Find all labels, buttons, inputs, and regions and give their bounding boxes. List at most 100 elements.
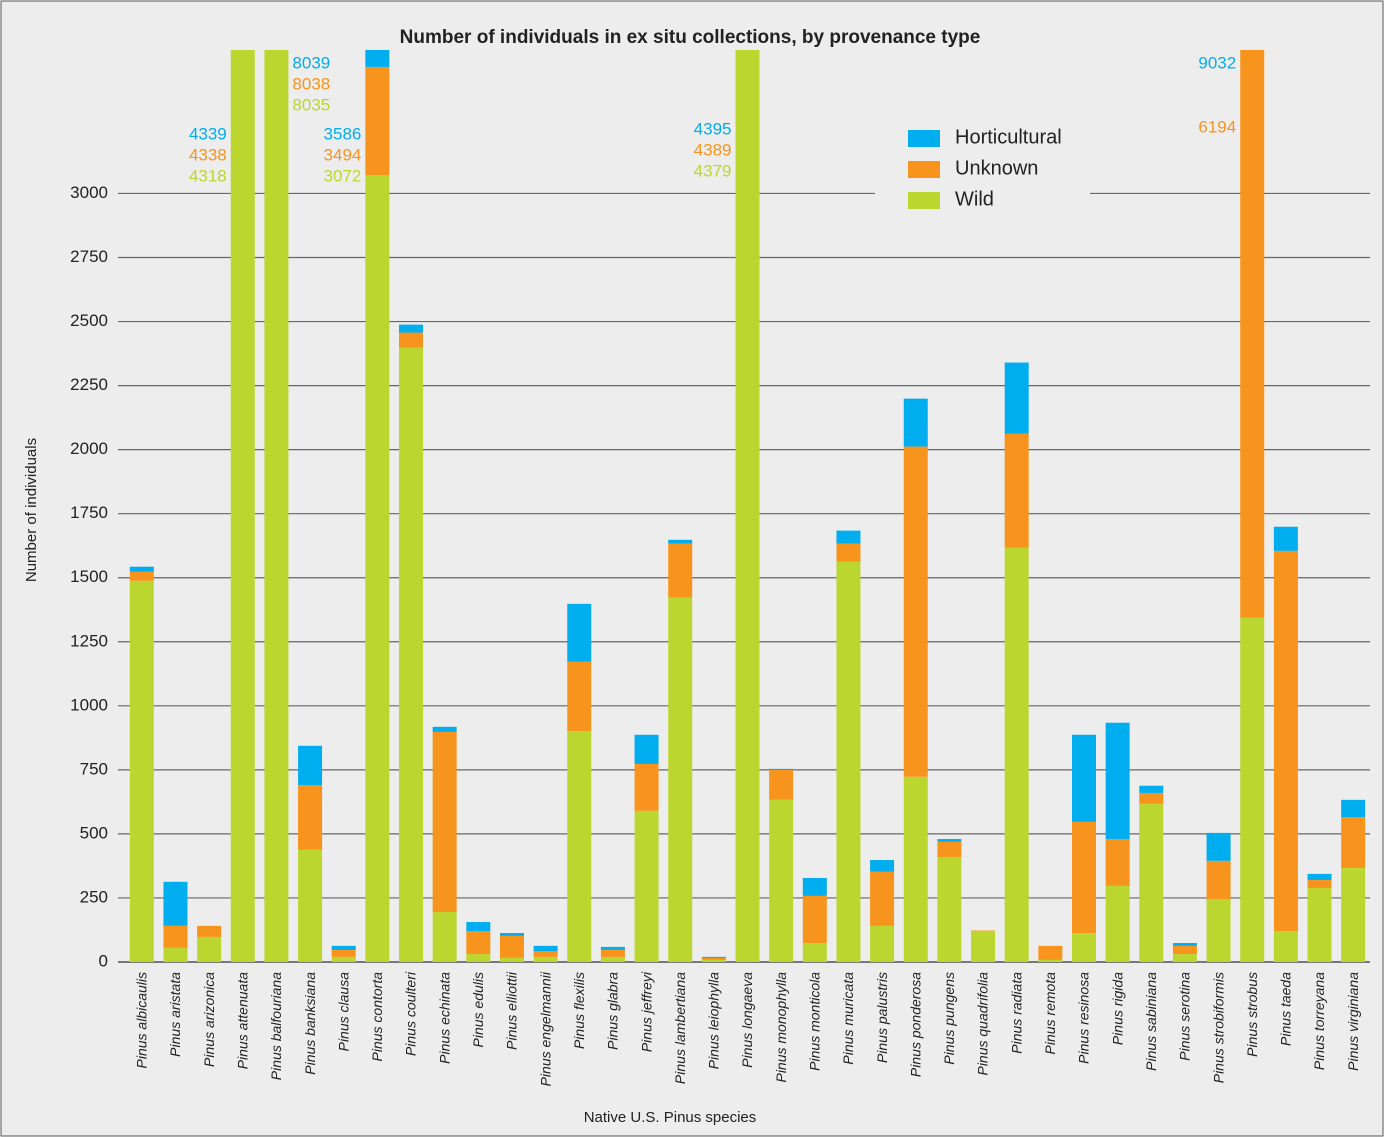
- annotation: 4395: [694, 119, 732, 138]
- bar-segment: [1004, 362, 1029, 434]
- bar-segment: [1071, 734, 1096, 822]
- x-tick-label: Pinus edulis: [470, 972, 486, 1048]
- y-tick-label: 0: [99, 951, 108, 970]
- x-tick-label: Pinus radiata: [1008, 972, 1024, 1054]
- bar-segment: [163, 881, 188, 926]
- y-tick-label: 1500: [70, 567, 108, 586]
- bar-segment: [399, 332, 424, 348]
- legend-label: Unknown: [955, 157, 1038, 179]
- bar-segment: [1105, 839, 1130, 886]
- bar-segment: [769, 768, 794, 770]
- bar-segment: [1341, 799, 1366, 818]
- bar-segment: [1139, 792, 1164, 804]
- annotation: 4338: [189, 145, 227, 164]
- annotation: 3072: [324, 166, 362, 185]
- annotation: 6194: [1198, 117, 1236, 136]
- x-tick-label: Pinus taeda: [1278, 972, 1294, 1046]
- bar-segment: [197, 936, 222, 962]
- bar-segment: [432, 912, 457, 962]
- bar-segment: [129, 571, 154, 581]
- x-tick-label: Pinus engelmannii: [537, 971, 553, 1086]
- bar-segment: [735, 50, 760, 962]
- bar-segment: [1004, 433, 1029, 548]
- bar-segment: [466, 931, 491, 955]
- bar-segment: [331, 945, 356, 950]
- bar-segment: [1172, 954, 1197, 962]
- bar-segment: [331, 949, 356, 957]
- bar-segment: [499, 957, 524, 962]
- bar-segment: [399, 347, 424, 962]
- bar-segment: [567, 661, 592, 731]
- x-tick-label: Pinus muricata: [840, 972, 856, 1065]
- bar-segment: [701, 959, 726, 962]
- bar-segment: [1240, 617, 1265, 962]
- bar-segment: [533, 956, 558, 962]
- bar-segment: [937, 839, 962, 842]
- x-tick-label: Pinus remota: [1042, 972, 1058, 1055]
- bar-segment: [971, 930, 996, 932]
- bar-segment: [870, 860, 895, 872]
- annotation: 4389: [694, 140, 732, 159]
- bar-segment: [1341, 817, 1366, 868]
- bar-segment: [1273, 931, 1298, 962]
- annotation: 8039: [292, 53, 330, 72]
- bar-segment: [432, 726, 457, 732]
- bar-segment: [836, 543, 861, 562]
- bar-segment: [365, 66, 390, 176]
- bar-segment: [163, 925, 188, 948]
- x-tick-label: Pinus palustris: [874, 972, 890, 1063]
- y-tick-label: 2000: [70, 439, 108, 458]
- bar-segment: [903, 398, 928, 447]
- x-tick-label: Pinus longaeva: [739, 972, 755, 1068]
- x-tick-label: Pinus torreyana: [1311, 972, 1327, 1070]
- bar-segment: [298, 784, 323, 850]
- x-tick-label: Pinus lambertiana: [672, 972, 688, 1084]
- bar-segment: [1071, 933, 1096, 962]
- bar-segment: [701, 956, 726, 958]
- bar-segment: [197, 925, 222, 937]
- y-tick-label: 1250: [70, 631, 108, 650]
- x-tick-label: Pinus jeffreyi: [638, 971, 654, 1052]
- bar-segment: [1105, 722, 1130, 840]
- bar-segment: [1307, 873, 1332, 881]
- x-tick-label: Pinus strobiformis: [1210, 972, 1226, 1083]
- bar-segment: [1240, 50, 1265, 618]
- bar-segment: [1038, 945, 1063, 960]
- bar-segment: [937, 841, 962, 857]
- bar-segment: [1273, 550, 1298, 932]
- bar-segment: [701, 957, 726, 960]
- bar-segment: [1172, 945, 1197, 955]
- legend-label: Wild: [955, 188, 994, 210]
- bar-segment: [870, 925, 895, 962]
- x-tick-label: Pinus banksiana: [302, 972, 318, 1075]
- x-tick-label: Pinus attenuata: [234, 972, 250, 1070]
- bar-segment: [129, 566, 154, 572]
- bar-segment: [230, 50, 255, 962]
- chart-title: Number of individuals in ex situ collect…: [400, 27, 981, 48]
- bar-segment: [668, 543, 693, 598]
- bar-segment: [1307, 880, 1332, 888]
- bar-segment: [1105, 885, 1130, 962]
- bar-segment: [836, 530, 861, 544]
- x-tick-label: Pinus flexilis: [571, 972, 587, 1049]
- x-tick-label: Pinus rigida: [1109, 972, 1125, 1045]
- x-tick-label: Pinus resinosa: [1076, 972, 1092, 1064]
- legend-label: Horticultural: [955, 126, 1062, 148]
- annotation: 9032: [1198, 53, 1236, 72]
- bar-segment: [567, 603, 592, 662]
- x-tick-label: Pinus monophylla: [773, 972, 789, 1083]
- annotation: 3494: [324, 145, 362, 164]
- bar-segment: [533, 945, 558, 951]
- y-tick-label: 750: [80, 759, 108, 778]
- annotation: 4339: [189, 124, 227, 143]
- bar-segment: [298, 745, 323, 785]
- y-axis-label: Number of individuals: [23, 438, 40, 582]
- bar-segment: [769, 769, 794, 800]
- x-tick-label: Pinus ponderosa: [907, 972, 923, 1077]
- bar-segment: [129, 580, 154, 962]
- bar-segment: [1004, 547, 1029, 962]
- x-tick-label: Pinus pungens: [941, 972, 957, 1065]
- bar-segment: [499, 933, 524, 936]
- bar-segment: [1341, 867, 1366, 962]
